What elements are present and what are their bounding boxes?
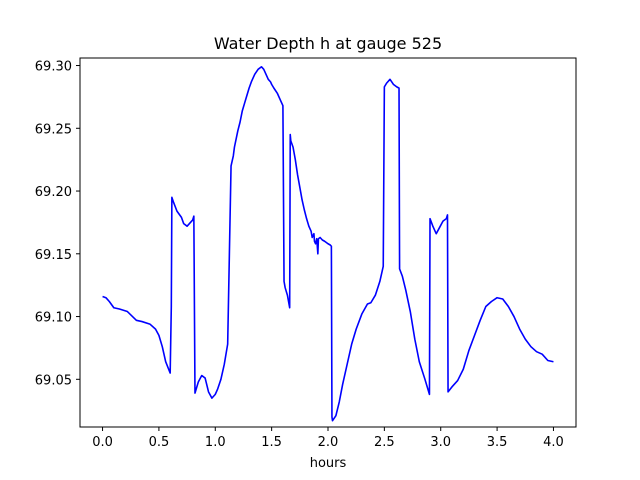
x-tick-label: 4.0 <box>543 435 564 450</box>
y-tick-label: 69.20 <box>35 185 72 200</box>
axis-ticks: 0.0 0.5 1.0 1.5 2.0 2.5 3.0 3.5 4.0 69.05 69.10 69.… <box>35 60 564 450</box>
chart-title: Water Depth h at gauge 525 <box>214 34 442 53</box>
x-tick-label: 0.0 <box>92 435 113 450</box>
x-tick-label: 0.5 <box>149 435 170 450</box>
y-tick-label: 69.15 <box>35 248 72 263</box>
plot-frame <box>79 57 577 428</box>
y-tick-label: 69.25 <box>35 122 72 137</box>
series-line-0 <box>102 65 554 422</box>
y-tick-label: 69.10 <box>35 311 72 326</box>
x-tick-label: 2.0 <box>318 435 339 450</box>
plot-area <box>102 65 554 422</box>
x-tick-label: 1.5 <box>261 435 282 450</box>
x-tick-label: 1.0 <box>205 435 226 450</box>
x-tick-label: 2.5 <box>374 435 395 450</box>
x-tick-label: 3.0 <box>430 435 451 450</box>
x-axis-label: hours <box>310 456 347 471</box>
y-tick-label: 69.30 <box>35 60 72 75</box>
y-tick-label: 69.05 <box>35 373 72 388</box>
x-tick-label: 3.5 <box>487 435 508 450</box>
